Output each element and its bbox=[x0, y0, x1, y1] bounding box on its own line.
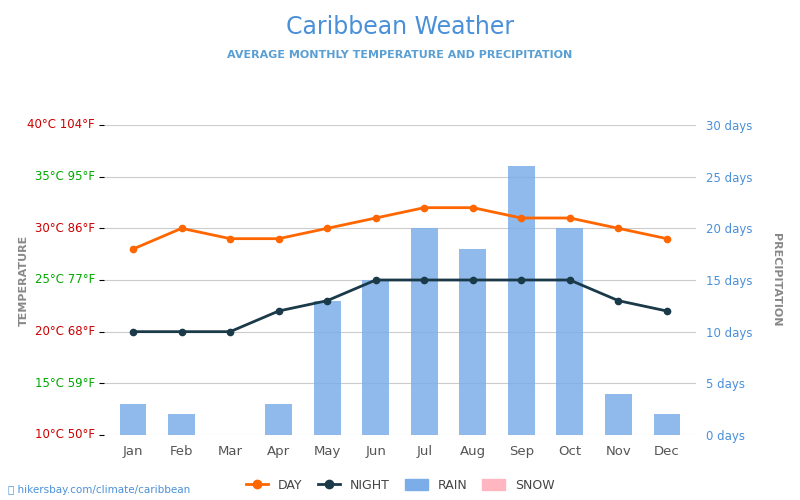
Text: ⌖ hikersbay.com/climate/caribbean: ⌖ hikersbay.com/climate/caribbean bbox=[8, 485, 190, 495]
Bar bbox=[557, 228, 583, 435]
Legend: DAY, NIGHT, RAIN, SNOW: DAY, NIGHT, RAIN, SNOW bbox=[241, 474, 559, 497]
Text: 30°C 86°F: 30°C 86°F bbox=[35, 222, 95, 235]
Text: 15°C 59°F: 15°C 59°F bbox=[35, 377, 95, 390]
Bar bbox=[508, 166, 534, 435]
Bar bbox=[120, 404, 146, 435]
Text: Caribbean Weather: Caribbean Weather bbox=[286, 15, 514, 39]
Bar bbox=[168, 414, 195, 435]
Bar bbox=[459, 249, 486, 435]
Bar bbox=[654, 414, 680, 435]
Text: AVERAGE MONTHLY TEMPERATURE AND PRECIPITATION: AVERAGE MONTHLY TEMPERATURE AND PRECIPIT… bbox=[227, 50, 573, 60]
Bar bbox=[605, 394, 632, 435]
Text: 20°C 68°F: 20°C 68°F bbox=[35, 325, 95, 338]
Text: PRECIPITATION: PRECIPITATION bbox=[771, 233, 781, 327]
Bar bbox=[411, 228, 438, 435]
Bar bbox=[266, 404, 292, 435]
Bar bbox=[362, 280, 389, 435]
Text: 35°C 95°F: 35°C 95°F bbox=[35, 170, 95, 183]
Bar bbox=[314, 300, 341, 435]
Text: TEMPERATURE: TEMPERATURE bbox=[19, 234, 29, 326]
Text: 40°C 104°F: 40°C 104°F bbox=[27, 118, 95, 132]
Text: 25°C 77°F: 25°C 77°F bbox=[35, 274, 95, 286]
Text: 10°C 50°F: 10°C 50°F bbox=[35, 428, 95, 442]
